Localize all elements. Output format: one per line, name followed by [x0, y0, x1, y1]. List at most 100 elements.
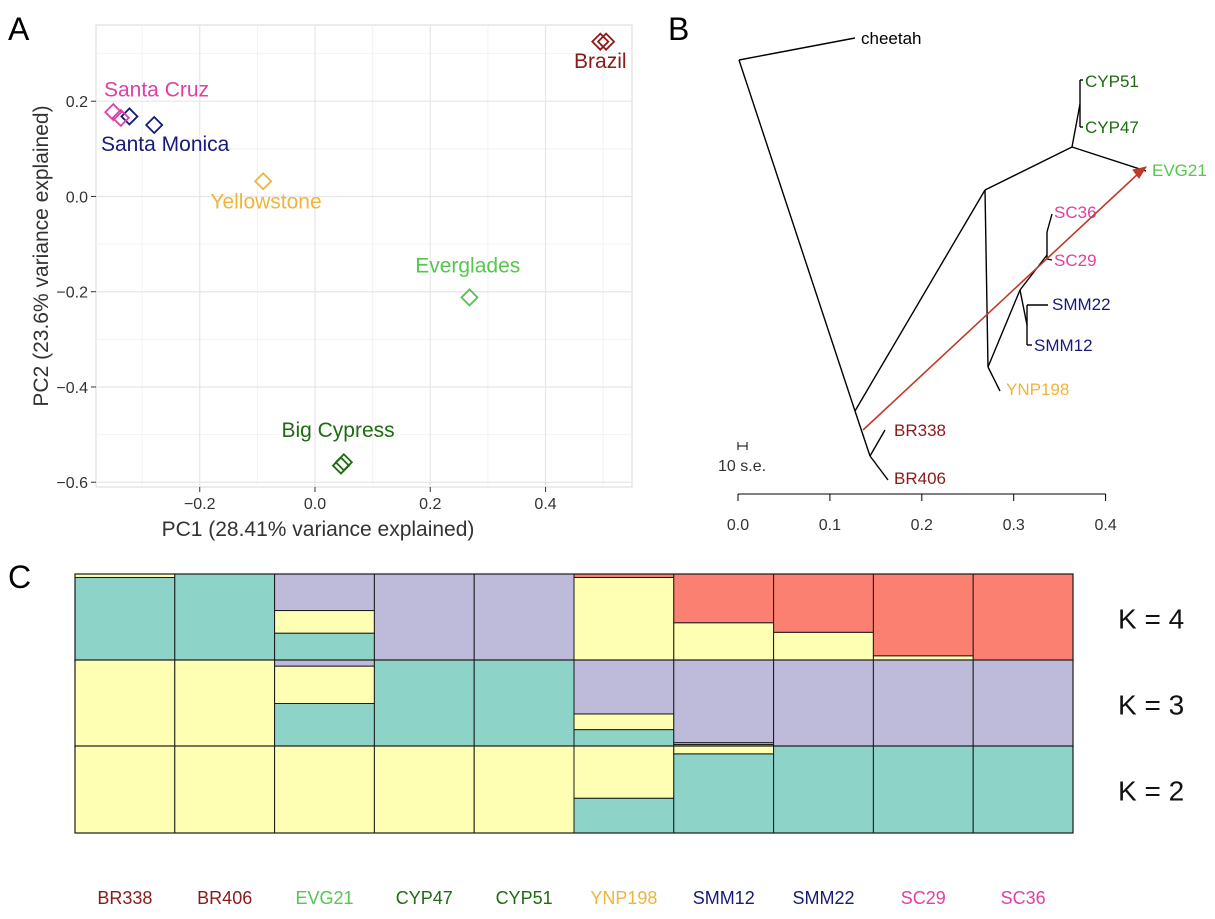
tip-label-smm12: SMM12 — [1034, 336, 1093, 355]
sample-label-smm22: SMM22 — [792, 888, 854, 908]
admixture-row-k4: K = 4 — [74, 573, 1184, 662]
admixture-segment — [174, 659, 276, 748]
pca-axis-ticks: −0.2 0.0 0.2 0.4 −0.6 −0.4 −0.2 0.0 0.2 — [56, 94, 556, 513]
admixture-segment — [773, 573, 874, 633]
sample-label-smm12: SMM12 — [693, 888, 755, 908]
tip-label-sc29: SC29 — [1054, 251, 1097, 270]
pca-point-santacruz — [104, 102, 123, 122]
pca-label-brazil: Brazil — [574, 50, 627, 73]
admixture-segment — [274, 745, 375, 834]
sample-label-sc29: SC29 — [901, 888, 946, 908]
tip-label-smm22: SMM22 — [1052, 295, 1111, 314]
pca-point-bigcypress — [334, 452, 354, 472]
tip-label-br338: BR338 — [894, 421, 946, 440]
admixture-segment — [673, 622, 775, 662]
admixture-segment — [673, 659, 775, 744]
tree-branch — [738, 37, 856, 61]
pca-plot-background — [95, 24, 633, 488]
admixture-segment — [673, 573, 775, 624]
pca-scatter-plot: −0.2 0.0 0.2 0.4 −0.6 −0.4 −0.2 0.0 0.2 Brazil Sa… — [30, 24, 633, 541]
admixture-segment — [473, 573, 575, 662]
y-tick-label: −0.6 — [56, 475, 88, 492]
admixture-sample-labels: BR338 BR406 EVG21 CYP47 CYP51 YNP198 SMM12 SMM2… — [97, 888, 1045, 908]
sample-label-br338: BR338 — [97, 888, 152, 908]
y-tick-label: 0.2 — [66, 94, 88, 111]
admixture-segment — [274, 610, 375, 634]
admixture-row-k3: K = 3 — [74, 659, 1184, 748]
sample-label-cyp51: CYP51 — [496, 888, 553, 908]
panel-letter-a: A — [8, 11, 30, 47]
admixture-segment — [773, 745, 874, 834]
sample-label-ynp198: YNP198 — [590, 888, 657, 908]
migration-arrow-head — [1132, 166, 1148, 179]
tip-label-sc36: SC36 — [1054, 203, 1097, 222]
admixture-segment — [274, 703, 375, 748]
tree-branch — [987, 366, 1001, 392]
admixture-segment — [74, 659, 176, 748]
admixture-segment — [473, 745, 575, 834]
drift-axis-tick-label: 0.4 — [1094, 517, 1116, 534]
admixture-segment — [74, 576, 176, 662]
tree-branch — [1019, 289, 1028, 326]
y-tick-label: −0.4 — [56, 380, 88, 397]
x-tick-label: 0.4 — [534, 496, 556, 513]
sample-label-sc36: SC36 — [1001, 888, 1046, 908]
tip-label-cheetah: cheetah — [861, 29, 922, 48]
pca-label-santamonica: Santa Monica — [101, 133, 230, 156]
admixture-segment — [573, 659, 675, 715]
pca-point-santamonica — [144, 115, 164, 135]
pca-y-axis-label: PC2 (23.6% variance explained) — [30, 105, 53, 406]
tree-scale-bar: 10 s.e. — [718, 442, 766, 475]
admixture-segment — [972, 745, 1074, 834]
pca-point-yellowstone — [253, 171, 273, 191]
k-value-label: K = 4 — [1118, 604, 1184, 635]
admixture-segment — [373, 745, 475, 834]
drift-axis-tick-label: 0.2 — [911, 517, 933, 534]
admixture-segment — [74, 745, 176, 834]
sample-label-cyp47: CYP47 — [396, 888, 453, 908]
k-value-label: K = 2 — [1118, 776, 1184, 807]
pca-point-santacruz — [111, 108, 131, 128]
treemix-tree: cheetah CYP51 CYP47 EVG21 SC36 SC29 SMM22 SMM12… — [718, 29, 1207, 534]
admixture-rows: K = 4 K = 3 K = 2 — [74, 573, 1184, 834]
admixture-segment — [373, 573, 475, 662]
y-tick-label: −0.2 — [56, 285, 88, 302]
tree-branch — [1071, 146, 1147, 172]
admixture-segment — [573, 745, 675, 799]
scale-bar-label: 10 s.e. — [718, 458, 766, 475]
tree-branch — [869, 455, 889, 481]
tree-tip-labels: cheetah CYP51 CYP47 EVG21 SC36 SC29 SMM22 SMM12… — [861, 29, 1207, 488]
tree-branch — [1046, 258, 1053, 261]
admixture-segment — [274, 659, 375, 667]
pca-label-bigcypress: Big Cypress — [281, 419, 394, 442]
admixture-segment — [972, 573, 1074, 662]
admixture-segment — [174, 573, 276, 662]
y-tick-label: 0.0 — [66, 189, 88, 206]
tree-branch — [1046, 213, 1053, 233]
tip-label-br406: BR406 — [894, 469, 946, 488]
x-tick-label: 0.2 — [419, 496, 441, 513]
tree-branch — [869, 429, 886, 457]
admixture-segment — [573, 797, 675, 834]
tree-branch — [1019, 254, 1048, 291]
pca-point-brazil — [596, 32, 616, 51]
admixture-segment — [573, 576, 675, 662]
pca-label-everglades: Everglades — [415, 255, 520, 278]
admixture-segment — [573, 713, 675, 731]
tree-branch — [984, 146, 1073, 191]
admixture-segment — [972, 659, 1074, 748]
tree-branch — [854, 410, 871, 457]
admixture-segment — [872, 573, 974, 657]
tip-label-cyp47: CYP47 — [1085, 118, 1139, 137]
pca-population-labels: Brazil Santa Cruz Santa Monica Yellowstone E… — [101, 50, 627, 442]
admixture-row-frame — [74, 745, 1074, 834]
admixture-segment — [773, 631, 874, 662]
sample-label-evg21: EVG21 — [295, 888, 353, 908]
x-tick-label: 0.0 — [304, 496, 326, 513]
admixture-row-k2: K = 2 — [74, 745, 1184, 834]
tip-label-ynp198: YNP198 — [1006, 380, 1069, 399]
admixture-segment — [673, 745, 775, 755]
pca-x-axis-label: PC1 (28.41% variance explained) — [162, 518, 475, 541]
tree-branch — [984, 189, 989, 368]
